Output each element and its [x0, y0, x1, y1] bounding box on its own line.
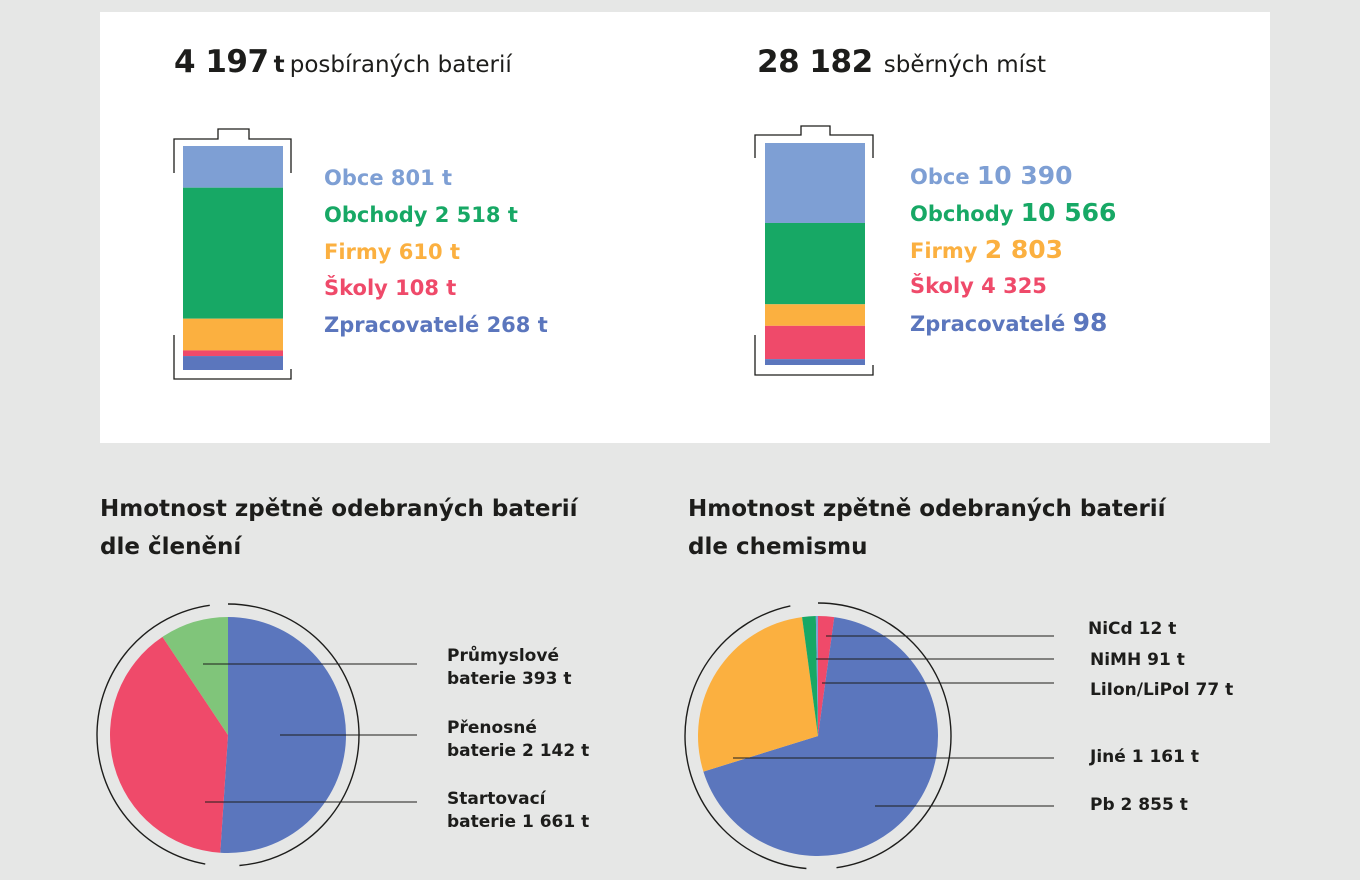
- battery-outline: [754, 125, 874, 376]
- battery-chart-collected: [173, 128, 292, 380]
- legend-label: Školy: [910, 274, 974, 299]
- legend-item-skoly: Školy 4 325: [910, 268, 1116, 305]
- legend-item-obce: Obce 801 t: [324, 160, 548, 197]
- legend-item-firmy: Firmy 610 t: [324, 234, 548, 271]
- battery-segment-obchody: [183, 187, 283, 319]
- legend-value: 610 t: [398, 239, 460, 264]
- pie-slice-liionlipol: [802, 616, 818, 736]
- legend-label: Zpracovatelé: [910, 312, 1066, 337]
- collected-total-label: posbíraných baterií: [289, 52, 512, 78]
- pie-label-jine: Jiné 1 161 t: [1090, 747, 1199, 767]
- legend-label: Obce: [324, 166, 384, 190]
- battery-segment-skoly: [765, 325, 865, 360]
- battery-segment-obchody: [765, 222, 865, 305]
- points-legend: Obce 10 390 Obchody 10 566 Firmy 2 803 Š…: [910, 158, 1116, 342]
- legend-value: 801 t: [390, 166, 453, 190]
- legend-label: Obce: [910, 165, 970, 189]
- legend-item-obchody: Obchody 2 518 t: [324, 197, 548, 234]
- pie-label-line: baterie 2 142 t: [447, 741, 590, 761]
- battery-segment-zpracovatele: [183, 356, 283, 370]
- title-line: Hmotnost zpětně odebraných baterií: [100, 496, 578, 522]
- legend-item-skoly: Školy 108 t: [324, 270, 548, 307]
- section-title-chemistry: Hmotnost zpětně odebraných baterií dle c…: [688, 490, 1166, 566]
- pie-label-prenosne: Přenosné baterie 2 142 t: [447, 717, 589, 763]
- pie-label-prumyslove: Průmyslové baterie 393 t: [447, 645, 572, 691]
- battery-segment-obce: [183, 146, 283, 188]
- battery-segment-firmy: [183, 318, 283, 351]
- pie-slice-nicd: [815, 616, 818, 736]
- legend-value: 268 t: [486, 313, 548, 338]
- legend-label: Zpracovatelé: [324, 313, 480, 338]
- pie-slice-pb: [703, 617, 939, 857]
- pie-slice-prumyslove: [162, 617, 228, 735]
- pie-outer-arc: [96, 604, 210, 865]
- battery-segment-skoly: [183, 350, 283, 357]
- summary-card: [100, 12, 1270, 443]
- pie-outer-arc: [227, 603, 360, 867]
- battery-segment-obce: [765, 143, 865, 223]
- collected-legend: Obce 801 t Obchody 2 518 t Firmy 610 t Š…: [324, 160, 548, 344]
- title-line: dle členění: [100, 534, 242, 560]
- collected-total-heading: 4 197 t posbíraných baterií: [174, 44, 512, 80]
- legend-item-zpracovatele: Zpracovatelé 98: [910, 305, 1116, 342]
- legend-value: 2 518 t: [434, 202, 518, 227]
- legend-label: Obchody: [910, 201, 1014, 226]
- section-title-breakdown: Hmotnost zpětně odebraných baterií dle č…: [100, 490, 578, 566]
- legend-item-firmy: Firmy 2 803: [910, 232, 1116, 269]
- legend-value: 98: [1072, 308, 1108, 338]
- pie-label-startovaci: Startovací baterie 1 661 t: [447, 788, 589, 834]
- pie-label-line: Přenosné: [447, 718, 537, 738]
- legend-value: 10 566: [1020, 197, 1117, 227]
- battery-segment-firmy: [765, 304, 865, 326]
- title-line: dle chemismu: [688, 534, 868, 560]
- pie-outer-arc: [684, 605, 807, 870]
- pie-label-pb: Pb 2 855 t: [1090, 795, 1188, 815]
- collection-points-heading: 28 182 sběrných míst: [757, 44, 1046, 80]
- legend-value: 10 390: [976, 161, 1073, 190]
- pie-label-nimh: NiMH 91 t: [1090, 650, 1185, 670]
- pie-label-liion: LiIon/LiPol 77 t: [1090, 680, 1234, 700]
- collection-points-label: sběrných míst: [883, 52, 1047, 78]
- legend-item-obchody: Obchody 10 566: [910, 195, 1116, 232]
- legend-label: Obchody: [324, 202, 428, 227]
- pie-slice-startovaci: [110, 636, 228, 853]
- collected-total-unit: t: [273, 52, 285, 78]
- pie-outer-arc: [817, 602, 952, 869]
- pie-slice-nimh: [818, 616, 835, 736]
- pie-label-line: Startovací: [447, 789, 546, 809]
- pie-label-line: Průmyslové: [447, 646, 559, 666]
- pie-label-nicd: NiCd 12 t: [1088, 619, 1177, 639]
- legend-label: Firmy: [324, 239, 392, 264]
- legend-label: Firmy: [910, 238, 978, 263]
- pie-label-line: baterie 1 661 t: [447, 812, 590, 832]
- pie-label-line: baterie 393 t: [447, 669, 572, 689]
- battery-segment-zpracovatele: [765, 359, 865, 365]
- collection-points-value: 28 182: [757, 44, 873, 80]
- legend-value: 2 803: [984, 234, 1064, 264]
- pie-slice-jine: [698, 617, 818, 772]
- battery-chart-points: [754, 125, 874, 376]
- title-line: Hmotnost zpětně odebraných baterií: [688, 496, 1166, 522]
- legend-value: 108 t: [395, 276, 457, 301]
- legend-value: 4 325: [981, 274, 1047, 299]
- legend-item-zpracovatele: Zpracovatelé 268 t: [324, 307, 548, 344]
- battery-outline: [173, 128, 292, 380]
- collected-total-value: 4 197: [174, 44, 269, 80]
- legend-item-obce: Obce 10 390: [910, 158, 1116, 195]
- legend-label: Školy: [324, 276, 388, 301]
